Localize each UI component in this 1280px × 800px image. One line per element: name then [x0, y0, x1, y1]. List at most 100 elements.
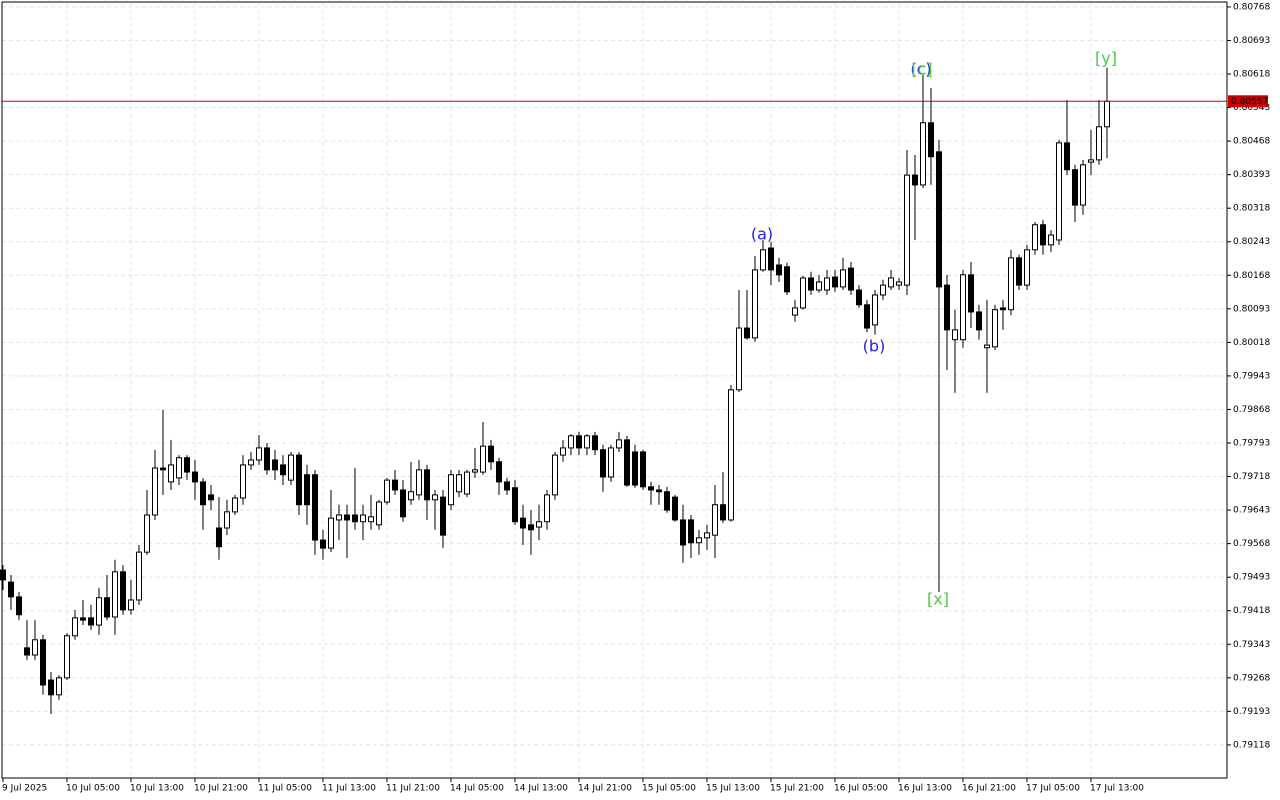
candle-body	[240, 464, 246, 499]
y-tick-label: 0.79793	[1233, 439, 1270, 449]
candle-body	[968, 274, 974, 313]
candle-body	[144, 514, 150, 553]
candle-body	[568, 435, 574, 449]
candle-body	[888, 277, 894, 288]
candle-body	[688, 519, 694, 544]
candle-body	[384, 479, 390, 503]
candle-body	[152, 467, 158, 516]
candle-body	[1088, 159, 1094, 163]
candle-body	[56, 677, 62, 696]
candle-body	[920, 122, 926, 186]
y-tick-label: 0.79643	[1233, 506, 1270, 516]
candle-body	[432, 494, 438, 501]
candle-body	[160, 467, 166, 471]
candle-body	[64, 635, 70, 679]
x-tick-label: 14 Jul 21:00	[578, 784, 632, 794]
candle-body	[656, 489, 662, 493]
x-tick-label: 15 Jul 05:00	[642, 784, 696, 794]
candle-body	[632, 451, 638, 486]
candle-body	[832, 276, 838, 288]
candle-body	[1048, 234, 1054, 246]
y-tick-label: 0.80093	[1233, 304, 1270, 314]
x-tick-label: 14 Jul 05:00	[450, 784, 504, 794]
candle-body	[1064, 142, 1070, 171]
candle-body	[584, 435, 590, 449]
x-tick-label: 10 Jul 05:00	[66, 784, 120, 794]
candle-body	[472, 469, 478, 473]
candle-body	[320, 539, 326, 549]
candle-body	[112, 571, 118, 618]
candle-body	[352, 514, 358, 523]
candle-body	[976, 311, 982, 331]
x-tick-label: 16 Jul 21:00	[962, 784, 1016, 794]
candle-body	[376, 501, 382, 526]
candle-body	[272, 459, 278, 471]
wave-label: [x]	[927, 590, 949, 609]
candle-body	[1104, 100, 1110, 128]
y-tick-label: 0.79943	[1233, 371, 1270, 381]
candle-body	[48, 679, 54, 696]
candle-body	[592, 435, 598, 451]
candle-body	[848, 267, 854, 291]
candle-body	[624, 439, 630, 486]
y-tick-label: 0.79268	[1233, 673, 1270, 683]
x-tick-label: 17 Jul 13:00	[1090, 784, 1144, 794]
candle-body	[216, 527, 222, 548]
x-tick-label: 11 Jul 05:00	[258, 784, 312, 794]
candle-body	[24, 647, 30, 656]
y-tick-label: 0.79868	[1233, 405, 1270, 415]
candle-body	[728, 389, 734, 521]
candle-body	[448, 474, 454, 506]
candle-body	[408, 491, 414, 501]
candle-body	[440, 496, 446, 536]
candle-body	[608, 447, 614, 478]
candle-body	[128, 599, 134, 611]
candle-body	[680, 519, 686, 546]
candle-body	[1016, 257, 1022, 286]
candle-body	[96, 597, 102, 626]
candle-body	[704, 532, 710, 539]
candle-body	[32, 639, 38, 656]
wave-label: [y]	[1095, 49, 1117, 68]
candle-body	[424, 469, 430, 501]
y-tick-label: 0.79118	[1233, 740, 1270, 750]
candle-body	[208, 494, 214, 501]
candle-body	[1000, 307, 1006, 311]
candle-body	[784, 266, 790, 293]
candle-body	[304, 474, 310, 506]
candle-body	[576, 435, 582, 449]
candle-body	[616, 439, 622, 449]
y-tick-label: 0.80393	[1233, 170, 1270, 180]
candle-body	[496, 461, 502, 483]
candle-body	[872, 294, 878, 326]
y-tick-label: 0.79418	[1233, 606, 1270, 616]
candle-body	[1096, 126, 1102, 161]
plot-frame	[1, 1, 1228, 779]
candle-body	[984, 344, 990, 349]
candle-body	[192, 471, 198, 483]
candle-body	[528, 524, 534, 531]
y-tick-label: 0.80318	[1233, 204, 1270, 214]
candle-body	[672, 496, 678, 521]
candle-body	[792, 307, 798, 316]
candle-body	[512, 487, 518, 523]
wave-label: (c)	[910, 60, 931, 79]
candle-body	[504, 481, 510, 491]
y-tick-label: 0.80618	[1233, 70, 1270, 80]
candle-body	[768, 247, 774, 271]
candle-body	[288, 454, 294, 481]
x-tick-label: 17 Jul 05:00	[1026, 784, 1080, 794]
candle-body	[880, 284, 886, 296]
candle-body	[8, 581, 14, 598]
candle-body	[864, 304, 870, 329]
candle-body	[736, 327, 742, 391]
candle-body	[600, 449, 606, 478]
y-tick-label: 0.79193	[1233, 707, 1270, 717]
candle-body	[840, 269, 846, 288]
x-tick-label: 10 Jul 21:00	[194, 784, 248, 794]
candle-body	[256, 447, 262, 461]
candle-body	[136, 551, 142, 601]
candle-body	[936, 151, 942, 288]
y-tick-label: 0.79718	[1233, 472, 1270, 482]
